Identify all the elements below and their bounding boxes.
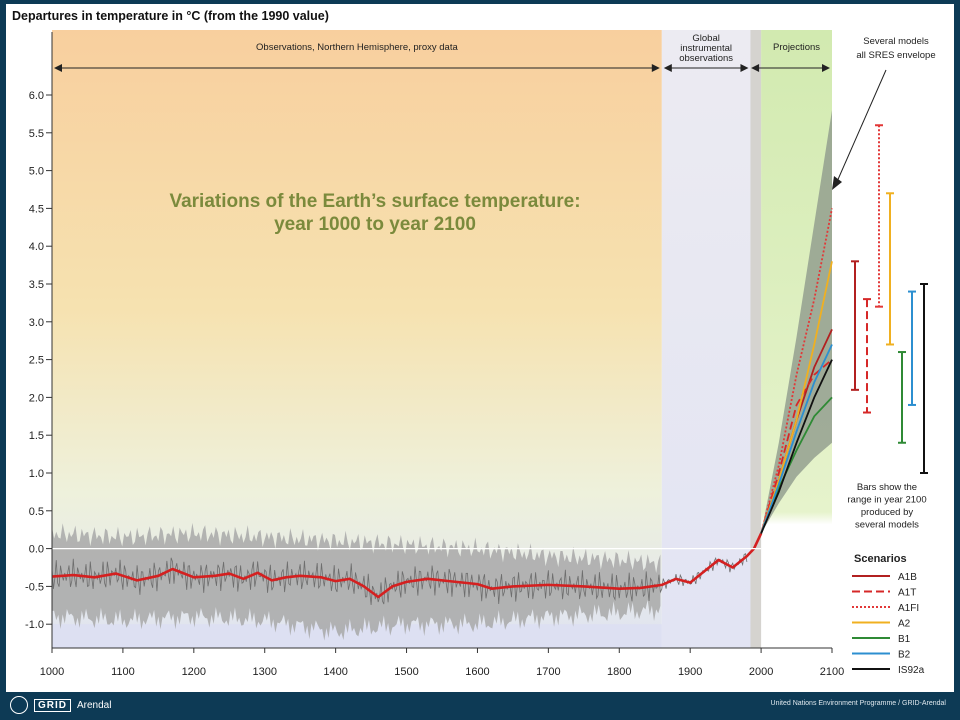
y-tick-label: 0.0 [29, 544, 44, 556]
instrumental-period-arrow-head-left [663, 64, 672, 72]
series-a1t-line [760, 358, 833, 534]
legend: Scenarios A1B A1T A1FI A2 B1 B2 IS92a [852, 553, 925, 676]
y-tick-label: 2.0 [29, 392, 44, 404]
bars-note: several models [855, 520, 919, 531]
credit-text: United Nations Environment Programme / G… [770, 700, 946, 707]
x-tick-label: 1600 [465, 666, 489, 678]
x-tick-label: 1200 [182, 666, 206, 678]
transition-band [750, 30, 762, 648]
y-tick-label: 5.5 [29, 128, 44, 140]
x-tick-label: 1900 [678, 666, 702, 678]
footer-bar [0, 692, 960, 720]
lower-band [52, 624, 662, 648]
inner-title-line2: year 1000 to year 2100 [274, 214, 476, 235]
bars-note: produced by [861, 507, 914, 518]
projection-period-arrow-head-left [751, 64, 760, 72]
bars-note: range in year 2100 [847, 495, 926, 506]
chart-title: Departures in temperature in °C (from th… [12, 9, 329, 23]
y-tick-label: 4.5 [29, 203, 44, 215]
logo-text: GRID [34, 698, 71, 712]
legend-label-a1fi: A1FI [898, 603, 919, 614]
projection-period-arrow-head-right [822, 64, 830, 72]
annotations: Observations, Northern Hemisphere, proxy… [54, 33, 936, 531]
y-tick-label: 6.0 [29, 90, 44, 102]
x-tick-label: 1000 [40, 666, 64, 678]
y-tick-label: 0.5 [29, 506, 44, 518]
period-label-proxy: Observations, Northern Hemisphere, proxy… [256, 42, 458, 53]
y-tick-label: 2.5 [29, 355, 44, 367]
data-layer [51, 110, 833, 641]
period-band [661, 30, 762, 648]
legend-label-b1: B1 [898, 634, 911, 645]
range-bars [851, 124, 928, 474]
legend-label-a1b: A1B [898, 572, 917, 583]
series-is92a-line [760, 359, 833, 534]
x-tick-label: 1700 [536, 666, 560, 678]
y-tick-label: -1.0 [25, 619, 44, 631]
x-tick-label: 1500 [394, 666, 418, 678]
grid-arendal-logo: GRID Arendal [10, 694, 111, 716]
x-tick-label: 1300 [252, 666, 276, 678]
legend-label-is92a: IS92a [898, 665, 925, 676]
proxy-raw-line [51, 552, 748, 605]
y-tick-label: 5.0 [29, 166, 44, 178]
x-tick-label: 1400 [323, 666, 347, 678]
proxy-period-arrow-head-left [54, 64, 62, 72]
x-tick-label: 2100 [820, 666, 844, 678]
inner-title-line1: Variations of the Earth’s surface temper… [169, 191, 580, 212]
y-tick-label: 3.0 [29, 317, 44, 329]
x-tick-label: 1800 [607, 666, 631, 678]
envelope-pointer-head [832, 176, 842, 190]
legend-label-a1t: A1T [898, 588, 916, 599]
period-label-instrumental: observations [679, 53, 733, 64]
y-tick-label: 4.0 [29, 241, 44, 253]
envelope-note: all SRES envelope [856, 50, 935, 61]
bars-note: Bars show the [857, 482, 917, 493]
y-tick-label: -0.5 [25, 581, 44, 593]
period-label-instrumental: instrumental [680, 43, 732, 54]
sres-envelope [761, 110, 832, 534]
historical-smoothed-line [51, 532, 763, 599]
x-tick-label: 2000 [749, 666, 773, 678]
y-tick-label: 1.0 [29, 468, 44, 480]
logo-sub: Arendal [77, 699, 112, 711]
legend-title: Scenarios [854, 553, 907, 565]
axes: 6.0 5.5 5.0 4.5 4.0 3.5 3.0 2.5 2.0 1.5 1.0 0.5 0.0 -… [25, 32, 844, 678]
period-label-instrumental: Global [692, 33, 719, 44]
unep-emblem-icon [10, 696, 28, 714]
period-label-projections: Projections [773, 42, 820, 53]
series-b2-line [760, 344, 833, 534]
x-tick-label: 1100 [111, 666, 135, 678]
envelope-note: Several models [863, 36, 929, 47]
proxy-period-arrow-head-right [651, 64, 660, 72]
y-tick-label: 1.5 [29, 430, 44, 442]
envelope-pointer [835, 69, 887, 185]
y-tick-label: 3.5 [29, 279, 44, 291]
legend-label-a2: A2 [898, 619, 911, 630]
legend-label-b2: B2 [898, 650, 911, 661]
instrumental-period-arrow-head-right [740, 64, 749, 72]
